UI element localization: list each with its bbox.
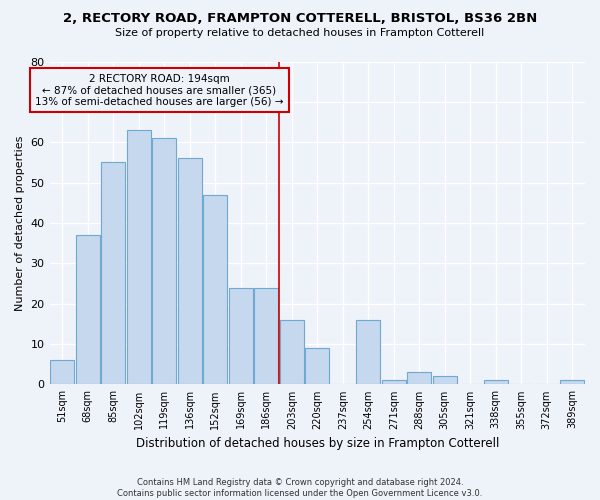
Bar [484, 380, 508, 384]
Bar [254, 288, 278, 384]
Bar [127, 130, 151, 384]
Bar [229, 288, 253, 384]
Bar [280, 320, 304, 384]
Bar [433, 376, 457, 384]
Bar [50, 360, 74, 384]
Bar [407, 372, 431, 384]
Y-axis label: Number of detached properties: Number of detached properties [15, 136, 25, 310]
Bar [76, 235, 100, 384]
Text: 2, RECTORY ROAD, FRAMPTON COTTERELL, BRISTOL, BS36 2BN: 2, RECTORY ROAD, FRAMPTON COTTERELL, BRI… [63, 12, 537, 26]
Bar [356, 320, 380, 384]
Text: Contains HM Land Registry data © Crown copyright and database right 2024.
Contai: Contains HM Land Registry data © Crown c… [118, 478, 482, 498]
Bar [152, 138, 176, 384]
Bar [560, 380, 584, 384]
Bar [305, 348, 329, 385]
Bar [101, 162, 125, 384]
Text: 2 RECTORY ROAD: 194sqm
← 87% of detached houses are smaller (365)
13% of semi-de: 2 RECTORY ROAD: 194sqm ← 87% of detached… [35, 74, 283, 107]
Text: Size of property relative to detached houses in Frampton Cotterell: Size of property relative to detached ho… [115, 28, 485, 38]
X-axis label: Distribution of detached houses by size in Frampton Cotterell: Distribution of detached houses by size … [136, 437, 499, 450]
Bar [203, 194, 227, 384]
Bar [382, 380, 406, 384]
Bar [178, 158, 202, 384]
